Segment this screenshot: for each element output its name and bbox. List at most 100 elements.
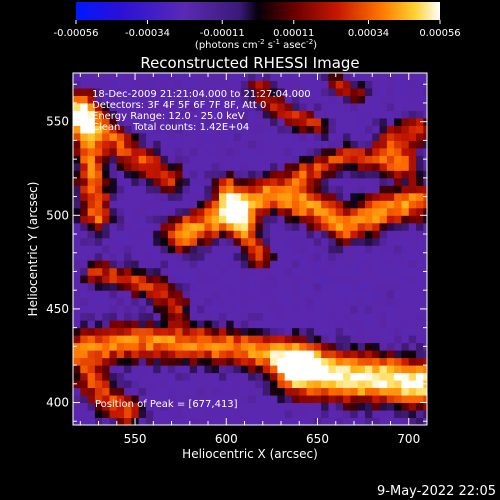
image-pixel [299, 342, 308, 351]
image-pixel [270, 290, 278, 299]
image-pixel [379, 155, 388, 164]
image-pixel [335, 380, 344, 389]
image-pixel [189, 357, 198, 366]
image-pixel [80, 177, 89, 186]
image-pixel [102, 335, 110, 344]
image-pixel [416, 335, 424, 344]
image-pixel [357, 73, 366, 81]
image-pixel [357, 222, 366, 231]
colorbar-units: (photons cm-2 s-1 asec-2) [195, 38, 317, 51]
image-pixel [109, 282, 118, 291]
image-pixel [211, 267, 220, 276]
image-pixel [416, 207, 424, 216]
image-pixel [416, 417, 424, 425]
image-pixel [131, 335, 140, 344]
image-pixel [124, 402, 132, 411]
image-pixel [233, 125, 242, 134]
image-pixel [116, 275, 125, 284]
image-pixel [211, 327, 220, 336]
image-pixel [394, 110, 402, 119]
image-pixel [204, 402, 213, 411]
image-pixel [102, 73, 110, 81]
image-pixel [73, 402, 81, 411]
image-pixel [124, 395, 132, 404]
image-pixel [145, 267, 154, 276]
image-pixel [131, 147, 140, 156]
image-pixel [87, 125, 96, 134]
image-pixel [277, 140, 286, 149]
image-pixel [270, 305, 278, 314]
image-pixel [226, 73, 235, 81]
image-pixel [226, 260, 235, 269]
image-pixel [204, 192, 213, 201]
image-pixel [372, 132, 381, 141]
image-pixel [343, 110, 351, 119]
image-pixel [299, 200, 308, 209]
image-pixel [284, 132, 293, 141]
image-pixel [189, 222, 198, 231]
image-pixel [277, 327, 286, 336]
image-pixel [145, 245, 154, 254]
image-pixel [116, 290, 125, 299]
image-pixel [357, 125, 366, 134]
image-pixel [401, 297, 410, 306]
image-pixel [138, 215, 147, 224]
image-pixel [116, 260, 125, 269]
image-pixel [233, 95, 242, 104]
image-pixel [313, 380, 322, 389]
image-pixel [218, 207, 227, 216]
image-pixel [138, 132, 147, 141]
image-pixel [255, 132, 264, 141]
image-pixel [167, 87, 176, 96]
image-pixel [291, 177, 300, 186]
image-pixel [189, 410, 198, 419]
image-pixel [240, 327, 249, 336]
image-pixel [423, 402, 427, 411]
image-pixel [226, 170, 235, 179]
image-pixel [116, 230, 125, 239]
image-pixel [197, 327, 205, 336]
image-pixel [321, 387, 329, 396]
image-pixel [124, 80, 132, 89]
image-pixel [313, 215, 322, 224]
image-pixel [357, 350, 366, 359]
image-pixel [255, 87, 264, 96]
image-pixel [423, 147, 427, 156]
image-pixel [386, 185, 395, 194]
image-pixel [73, 297, 81, 306]
image-pixel [350, 282, 359, 291]
image-pixel [379, 125, 388, 134]
image-pixel [197, 335, 205, 344]
image-pixel [262, 410, 271, 419]
image-pixel [182, 207, 191, 216]
image-pixel [262, 80, 271, 89]
image-pixel [175, 365, 183, 374]
image-pixel [116, 170, 125, 179]
image-pixel [270, 372, 278, 381]
image-pixel [189, 387, 198, 396]
image-pixel [226, 380, 235, 389]
image-pixel [423, 260, 427, 269]
image-pixel [102, 177, 110, 186]
image-pixel [182, 305, 191, 314]
image-pixel [197, 395, 205, 404]
image-pixel [379, 162, 388, 171]
image-pixel [109, 275, 118, 284]
image-pixel [73, 147, 81, 156]
image-pixel [182, 95, 191, 104]
image-pixel [109, 87, 118, 96]
image-pixel [131, 87, 140, 96]
image-pixel [306, 162, 315, 171]
image-pixel [226, 252, 235, 261]
image-pixel [204, 117, 213, 126]
image-pixel [335, 102, 344, 111]
image-pixel [306, 207, 315, 216]
image-pixel [394, 155, 402, 164]
image-pixel [116, 335, 125, 344]
image-pixel [313, 80, 322, 89]
image-pixel [131, 410, 140, 419]
image-pixel [160, 185, 169, 194]
image-pixel [131, 245, 140, 254]
image-pixel [321, 372, 329, 381]
image-pixel [197, 305, 205, 314]
